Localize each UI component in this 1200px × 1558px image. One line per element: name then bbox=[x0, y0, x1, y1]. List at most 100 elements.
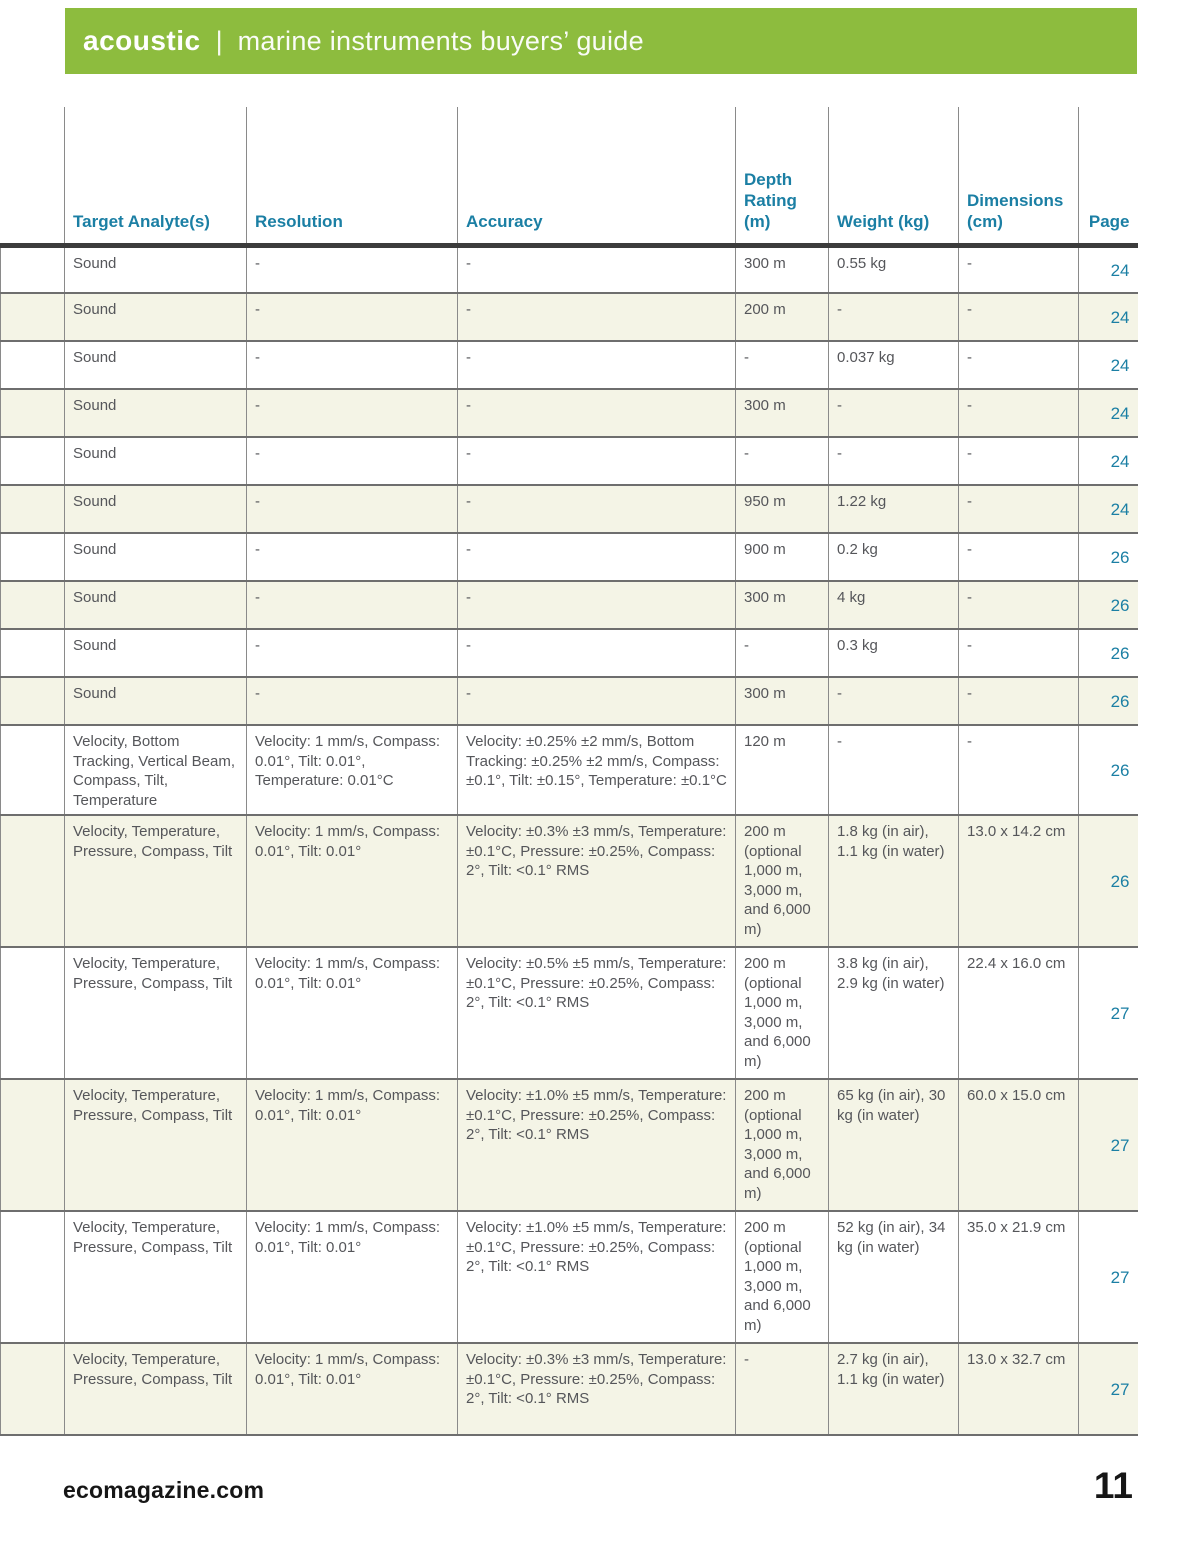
header-weight: Weight (kg) bbox=[828, 107, 959, 245]
depth-rating-cell: 200 m bbox=[735, 293, 829, 341]
depth-rating-cell: - bbox=[735, 1343, 829, 1435]
depth-rating-cell: 300 m bbox=[735, 245, 829, 293]
target-analytes-cell: Sound bbox=[64, 581, 247, 629]
dimensions-cell: - bbox=[958, 629, 1079, 677]
resolution-cell: - bbox=[246, 389, 458, 437]
header-spacer bbox=[0, 107, 65, 245]
weight-cell: 1.8 kg (in air), 1.1 kg (in water) bbox=[828, 815, 959, 947]
page-cell: 24 bbox=[1078, 485, 1138, 533]
row-spacer-cell bbox=[0, 629, 65, 677]
accuracy-cell: Velocity: ±1.0% ±5 mm/s, Temperature: ±0… bbox=[457, 1211, 736, 1343]
page-cell: 24 bbox=[1078, 245, 1138, 293]
page-cell: 26 bbox=[1078, 533, 1138, 581]
resolution-cell: Velocity: 1 mm/s, Compass: 0.01°, Tilt: … bbox=[246, 1079, 458, 1211]
depth-rating-cell: 120 m bbox=[735, 725, 829, 815]
page-cell: 26 bbox=[1078, 677, 1138, 725]
depth-rating-cell: 200 m (optional 1,000 m, 3,000 m, and 6,… bbox=[735, 1211, 829, 1343]
resolution-cell: - bbox=[246, 293, 458, 341]
weight-cell: 0.2 kg bbox=[828, 533, 959, 581]
row-spacer-cell bbox=[0, 437, 65, 485]
dimensions-cell: - bbox=[958, 581, 1079, 629]
dimensions-cell: - bbox=[958, 485, 1079, 533]
page-cell: 24 bbox=[1078, 293, 1138, 341]
dimensions-cell: - bbox=[958, 725, 1079, 815]
depth-rating-cell: - bbox=[735, 629, 829, 677]
table-body: Sound - - 300 m 0.55 kg - 24 Sound - - 2… bbox=[0, 245, 1138, 1435]
page-cell: 26 bbox=[1078, 725, 1138, 815]
resolution-cell: Velocity: 1 mm/s, Compass: 0.01°, Tilt: … bbox=[246, 815, 458, 947]
weight-cell: 4 kg bbox=[828, 581, 959, 629]
magazine-page-number: 11 bbox=[1093, 1465, 1133, 1506]
weight-cell: 0.3 kg bbox=[828, 629, 959, 677]
header-target-analytes: Target Analyte(s) bbox=[64, 107, 247, 245]
depth-rating-cell: - bbox=[735, 341, 829, 389]
depth-rating-cell: 900 m bbox=[735, 533, 829, 581]
page-cell: 24 bbox=[1078, 437, 1138, 485]
resolution-cell: - bbox=[246, 437, 458, 485]
accuracy-cell: Velocity: ±0.3% ±3 mm/s, Temperature: ±0… bbox=[457, 1343, 736, 1435]
resolution-cell: - bbox=[246, 485, 458, 533]
page-cell: 27 bbox=[1078, 947, 1138, 1079]
depth-rating-cell: 200 m (optional 1,000 m, 3,000 m, and 6,… bbox=[735, 815, 829, 947]
weight-cell: 0.55 kg bbox=[828, 245, 959, 293]
resolution-cell: - bbox=[246, 533, 458, 581]
buyers-guide-table: Target Analyte(s) Resolution Accuracy De… bbox=[0, 107, 1138, 1436]
resolution-cell: - bbox=[246, 341, 458, 389]
row-spacer-cell bbox=[0, 581, 65, 629]
table-row: Sound - - 900 m 0.2 kg - 26 bbox=[0, 533, 1138, 581]
table-row: Velocity, Temperature, Pressure, Compass… bbox=[0, 815, 1138, 947]
weight-cell: - bbox=[828, 677, 959, 725]
page-cell: 24 bbox=[1078, 389, 1138, 437]
page-cell: 27 bbox=[1078, 1343, 1138, 1435]
dimensions-cell: - bbox=[958, 293, 1079, 341]
target-analytes-cell: Velocity, Bottom Tracking, Vertical Beam… bbox=[64, 725, 247, 815]
weight-cell: 65 kg (in air), 30 kg (in water) bbox=[828, 1079, 959, 1211]
target-analytes-cell: Sound bbox=[64, 389, 247, 437]
resolution-cell: Velocity: 1 mm/s, Compass: 0.01°, Tilt: … bbox=[246, 947, 458, 1079]
target-analytes-cell: Velocity, Temperature, Pressure, Compass… bbox=[64, 1079, 247, 1211]
depth-rating-cell: 300 m bbox=[735, 677, 829, 725]
dimensions-cell: 60.0 x 15.0 cm bbox=[958, 1079, 1079, 1211]
table-row: Sound - - 300 m - - 26 bbox=[0, 677, 1138, 725]
section-banner: acoustic | marine instruments buyers’ gu… bbox=[65, 8, 1137, 74]
accuracy-cell: Velocity: ±0.25% ±2 mm/s, Bottom Trackin… bbox=[457, 725, 736, 815]
row-spacer-cell bbox=[0, 245, 65, 293]
row-spacer-cell bbox=[0, 947, 65, 1079]
target-analytes-cell: Velocity, Temperature, Pressure, Compass… bbox=[64, 815, 247, 947]
table-row: Velocity, Temperature, Pressure, Compass… bbox=[0, 1211, 1138, 1343]
target-analytes-cell: Sound bbox=[64, 437, 247, 485]
table-row: Sound - - 950 m 1.22 kg - 24 bbox=[0, 485, 1138, 533]
resolution-cell: - bbox=[246, 245, 458, 293]
table-row: Velocity, Temperature, Pressure, Compass… bbox=[0, 947, 1138, 1079]
dimensions-cell: - bbox=[958, 389, 1079, 437]
dimensions-cell: - bbox=[958, 677, 1079, 725]
header-row: Target Analyte(s) Resolution Accuracy De… bbox=[0, 107, 1138, 245]
row-spacer-cell bbox=[0, 815, 65, 947]
target-analytes-cell: Sound bbox=[64, 341, 247, 389]
accuracy-cell: Velocity: ±1.0% ±5 mm/s, Temperature: ±0… bbox=[457, 1079, 736, 1211]
row-spacer-cell bbox=[0, 1211, 65, 1343]
dimensions-cell: - bbox=[958, 245, 1079, 293]
accuracy-cell: Velocity: ±0.5% ±5 mm/s, Temperature: ±0… bbox=[457, 947, 736, 1079]
table-row: Velocity, Temperature, Pressure, Compass… bbox=[0, 1343, 1138, 1435]
page-cell: 26 bbox=[1078, 815, 1138, 947]
row-spacer-cell bbox=[0, 485, 65, 533]
row-spacer-cell bbox=[0, 341, 65, 389]
target-analytes-cell: Sound bbox=[64, 629, 247, 677]
banner-title: marine instruments buyers’ guide bbox=[237, 25, 644, 56]
row-spacer-cell bbox=[0, 389, 65, 437]
row-spacer-cell bbox=[0, 725, 65, 815]
table-row: Sound - - 300 m 0.55 kg - 24 bbox=[0, 245, 1138, 293]
section-name: acoustic bbox=[83, 25, 201, 56]
dimensions-cell: 13.0 x 14.2 cm bbox=[958, 815, 1079, 947]
resolution-cell: - bbox=[246, 629, 458, 677]
header-page: Page bbox=[1078, 107, 1138, 245]
dimensions-cell: 22.4 x 16.0 cm bbox=[958, 947, 1079, 1079]
depth-rating-cell: - bbox=[735, 437, 829, 485]
weight-cell: 52 kg (in air), 34 kg (in water) bbox=[828, 1211, 959, 1343]
target-analytes-cell: Velocity, Temperature, Pressure, Compass… bbox=[64, 1343, 247, 1435]
accuracy-cell: - bbox=[457, 629, 736, 677]
accuracy-cell: - bbox=[457, 485, 736, 533]
table-row: Velocity, Bottom Tracking, Vertical Beam… bbox=[0, 725, 1138, 815]
depth-rating-cell: 950 m bbox=[735, 485, 829, 533]
